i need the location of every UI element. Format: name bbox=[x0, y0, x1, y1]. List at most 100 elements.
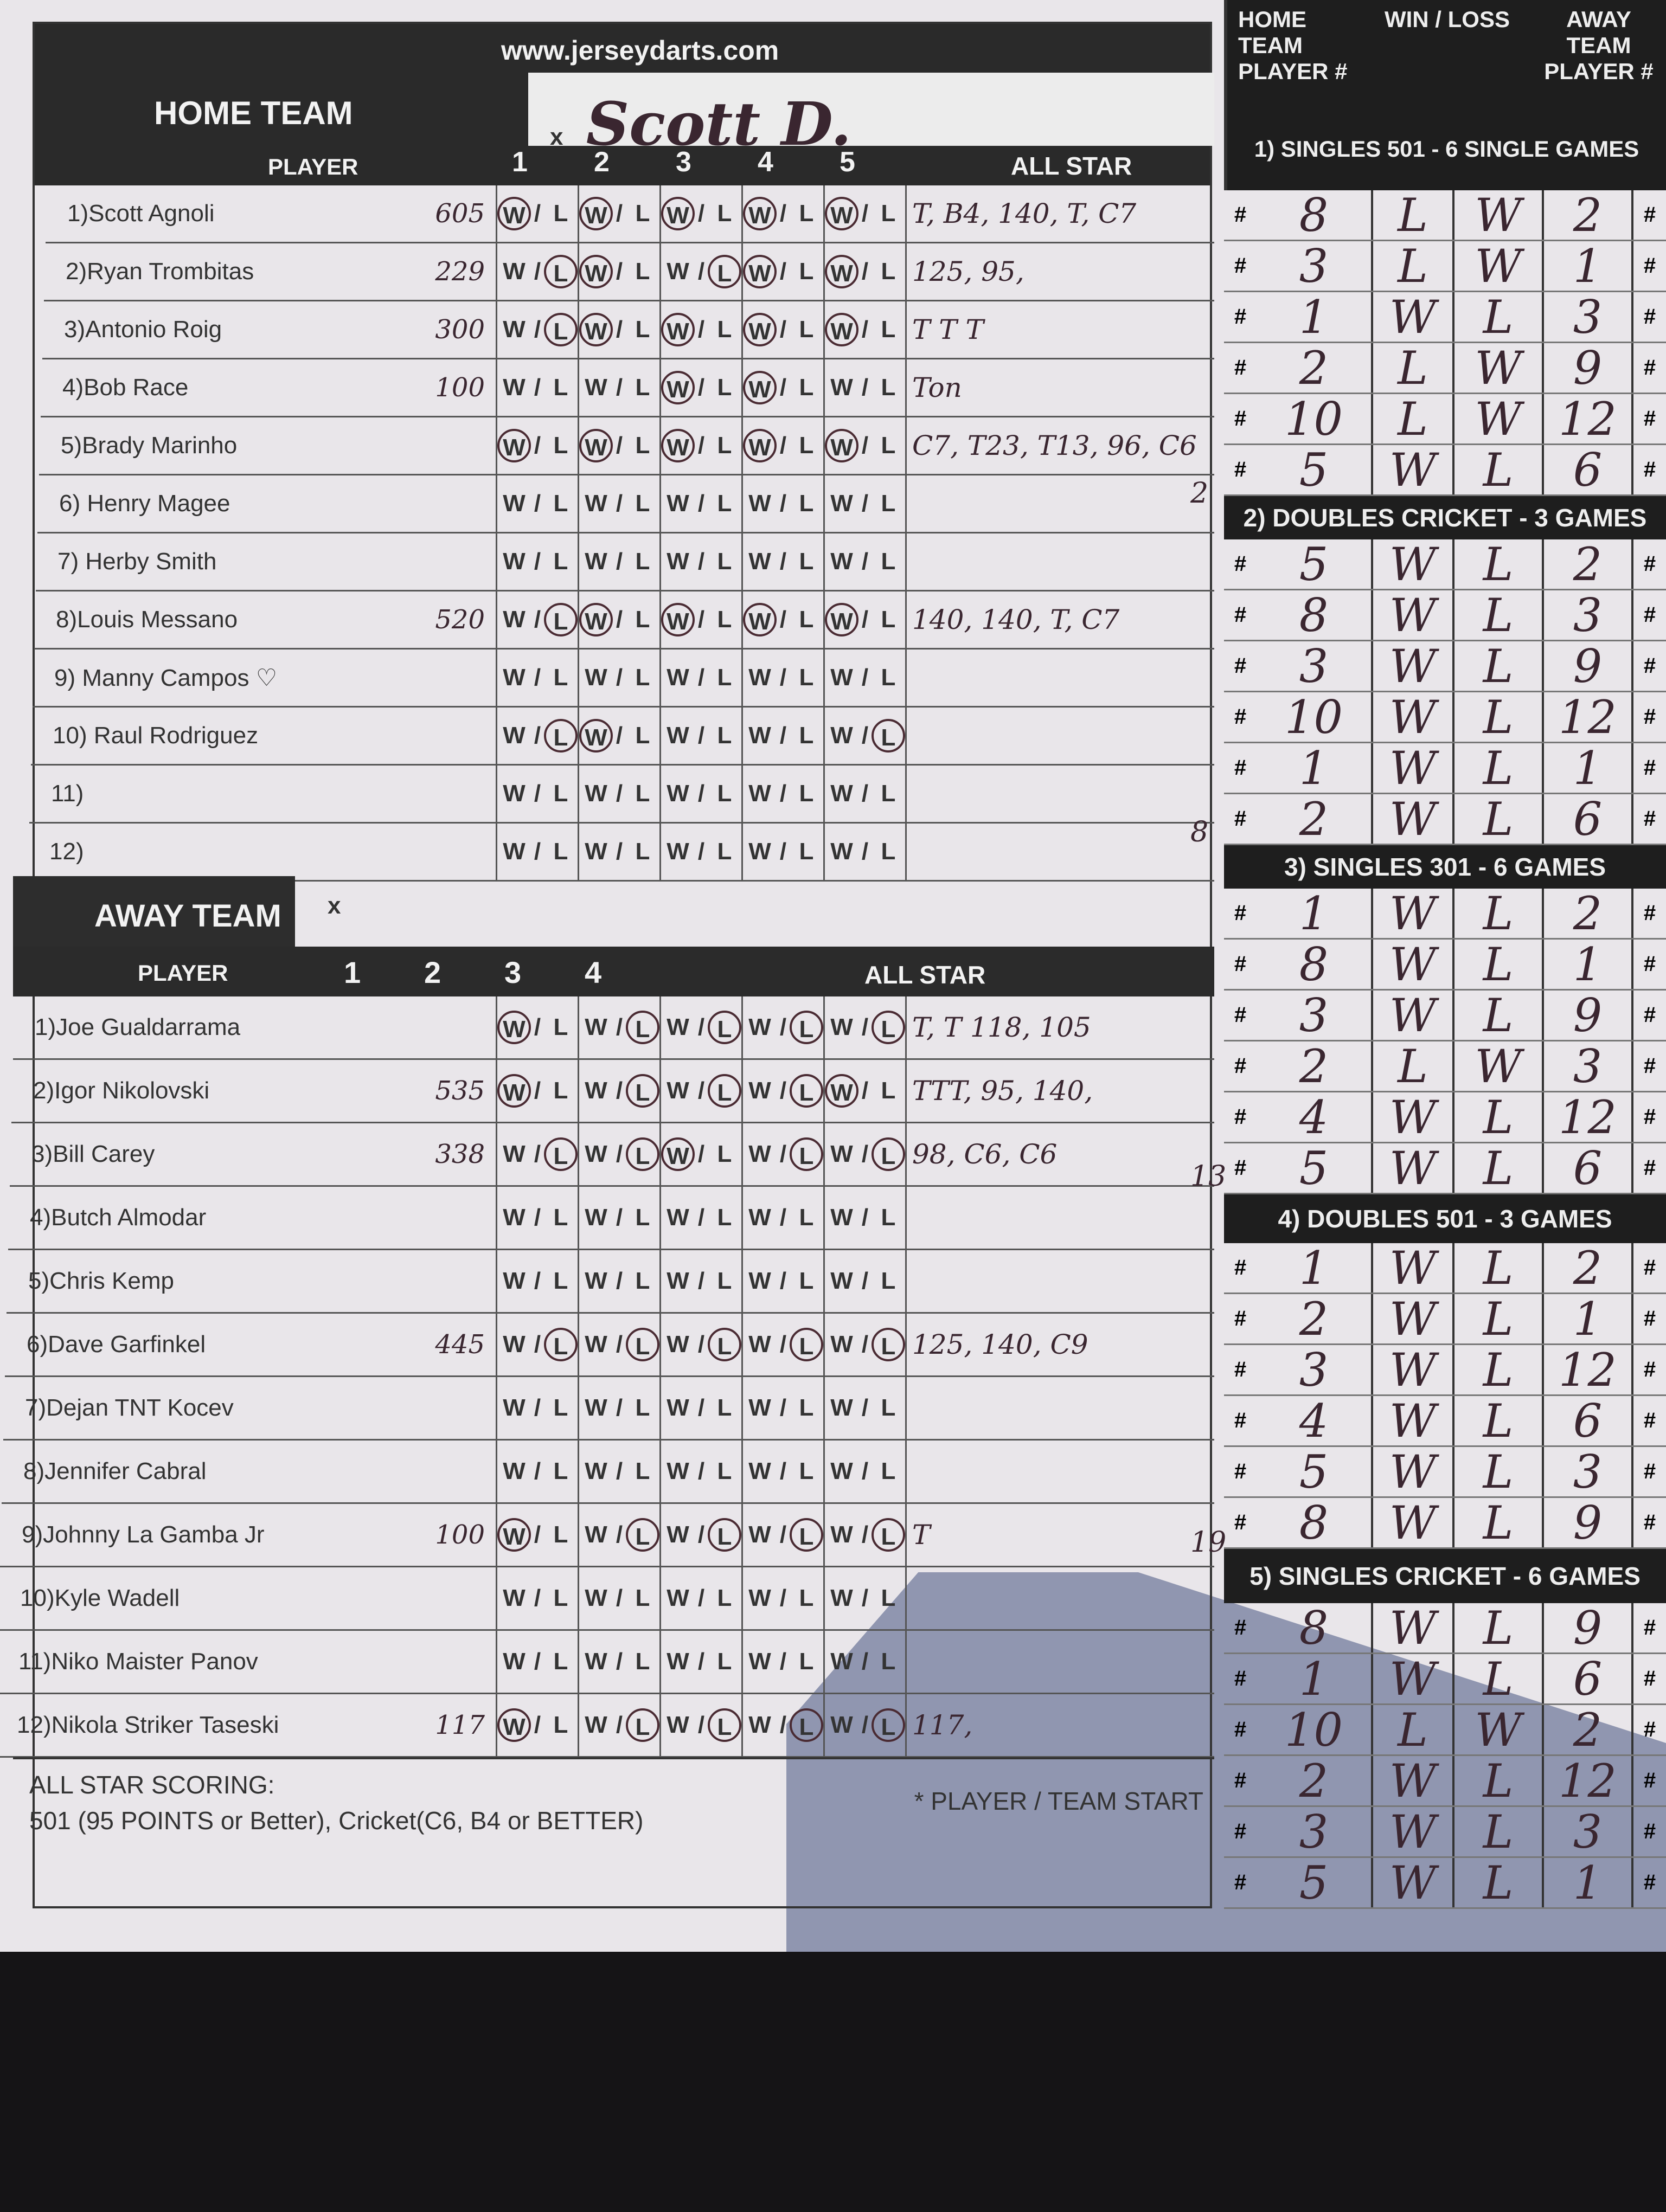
win-mark[interactable]: W bbox=[585, 1458, 607, 1484]
loss-mark[interactable]: L bbox=[717, 606, 732, 633]
game-result-cell[interactable]: W / L bbox=[823, 1441, 905, 1502]
away-player-number[interactable]: 6 bbox=[1544, 1652, 1633, 1706]
win-mark[interactable]: W bbox=[667, 490, 689, 517]
game-result-cell[interactable]: W / L bbox=[741, 417, 823, 474]
game-result-cell[interactable]: W / L bbox=[578, 243, 659, 300]
loss-mark[interactable]: L bbox=[717, 374, 732, 401]
loss-mark[interactable]: L bbox=[544, 255, 578, 288]
away-player-number[interactable]: 3 bbox=[1544, 291, 1633, 344]
win-mark[interactable]: W bbox=[830, 1204, 853, 1231]
home-result[interactable]: L bbox=[1373, 189, 1454, 242]
win-mark[interactable]: W bbox=[585, 1648, 607, 1675]
away-result[interactable]: L bbox=[1454, 1856, 1544, 1909]
loss-mark[interactable]: L bbox=[553, 664, 568, 691]
loss-mark[interactable]: L bbox=[799, 1585, 814, 1611]
away-player-number[interactable]: 2 bbox=[1544, 189, 1633, 242]
game-result-cell[interactable]: W / L bbox=[741, 708, 823, 764]
game-result-cell[interactable]: W / L bbox=[741, 533, 823, 590]
loss-mark[interactable]: L bbox=[790, 1518, 823, 1552]
away-result[interactable]: L bbox=[1454, 1343, 1544, 1397]
home-player-number[interactable]: 1 bbox=[1257, 291, 1373, 344]
loss-mark[interactable]: L bbox=[553, 1014, 568, 1040]
away-player-number[interactable]: 12 bbox=[1544, 1343, 1633, 1397]
loss-mark[interactable]: L bbox=[717, 1268, 732, 1294]
game-result-cell[interactable]: W / L bbox=[578, 1314, 659, 1375]
loss-mark[interactable]: L bbox=[635, 316, 650, 343]
game-result-cell[interactable]: W / L bbox=[496, 1314, 578, 1375]
game-result-cell[interactable]: W / L bbox=[823, 417, 905, 474]
game-result-cell[interactable]: W / L bbox=[496, 650, 578, 706]
game-result-cell[interactable]: W / L bbox=[659, 417, 741, 474]
loss-mark[interactable]: L bbox=[544, 313, 578, 346]
win-mark[interactable]: W bbox=[748, 780, 771, 807]
loss-mark[interactable]: L bbox=[717, 722, 732, 749]
game-result-cell[interactable]: W / L bbox=[496, 1250, 578, 1312]
away-player-number[interactable]: 12 bbox=[1544, 393, 1633, 446]
allstar-entry[interactable]: T T T bbox=[905, 301, 1214, 358]
loss-mark[interactable]: L bbox=[799, 838, 814, 865]
win-mark[interactable]: W bbox=[661, 603, 695, 636]
away-result[interactable]: L bbox=[1454, 1394, 1544, 1448]
game-result-cell[interactable]: W / L bbox=[578, 417, 659, 474]
game-result-cell[interactable]: W / L bbox=[496, 1504, 578, 1566]
loss-mark[interactable]: L bbox=[881, 1268, 896, 1294]
home-player-number[interactable]: 4 bbox=[1257, 1091, 1373, 1144]
loss-mark[interactable]: L bbox=[553, 1521, 568, 1548]
game-result-cell[interactable]: W / L bbox=[578, 475, 659, 532]
home-player-number[interactable]: 8 bbox=[1257, 938, 1373, 991]
win-mark[interactable]: W bbox=[503, 664, 526, 691]
win-mark[interactable]: W bbox=[830, 1648, 853, 1675]
game-result-cell[interactable]: W / L bbox=[823, 1377, 905, 1439]
game-result-cell[interactable]: W / L bbox=[496, 359, 578, 416]
allstar-entry[interactable]: 125, 140, C9 bbox=[905, 1314, 1214, 1375]
home-result[interactable]: W bbox=[1373, 443, 1454, 497]
allstar-entry[interactable]: 125, 95, bbox=[905, 243, 1214, 300]
away-result[interactable]: L bbox=[1454, 1805, 1544, 1859]
away-result[interactable]: L bbox=[1454, 1754, 1544, 1808]
away-result[interactable]: L bbox=[1454, 1142, 1544, 1195]
allstar-entry[interactable]: TTT, 95, 140, bbox=[905, 1060, 1214, 1122]
win-mark[interactable]: W bbox=[667, 1458, 689, 1484]
home-result[interactable]: L bbox=[1373, 393, 1454, 446]
win-mark[interactable]: W bbox=[667, 722, 689, 749]
loss-mark[interactable]: L bbox=[872, 1708, 905, 1742]
game-result-cell[interactable]: W / L bbox=[659, 475, 741, 532]
loss-mark[interactable]: L bbox=[881, 1204, 896, 1231]
win-mark[interactable]: W bbox=[503, 1331, 526, 1358]
allstar-entry[interactable]: Ton bbox=[905, 359, 1214, 416]
loss-mark[interactable]: L bbox=[881, 1585, 896, 1611]
home-result[interactable]: W bbox=[1373, 1293, 1454, 1346]
home-result[interactable]: W bbox=[1373, 291, 1454, 344]
away-player-number[interactable]: 9 bbox=[1544, 1602, 1633, 1655]
win-mark[interactable]: W bbox=[667, 1204, 689, 1231]
win-mark[interactable]: W bbox=[825, 1074, 858, 1108]
away-player-number[interactable]: 1 bbox=[1544, 938, 1633, 991]
home-player-number[interactable]: 8 bbox=[1257, 589, 1373, 642]
home-result[interactable]: W bbox=[1373, 793, 1454, 846]
loss-mark[interactable]: L bbox=[799, 1458, 814, 1484]
win-mark[interactable]: W bbox=[503, 490, 526, 517]
win-mark[interactable]: W bbox=[585, 1331, 607, 1358]
win-mark[interactable]: W bbox=[585, 548, 607, 575]
game-result-cell[interactable]: W / L bbox=[659, 185, 741, 242]
game-result-cell[interactable]: W / L bbox=[578, 766, 659, 822]
away-result[interactable]: L bbox=[1454, 291, 1544, 344]
loss-mark[interactable]: L bbox=[881, 606, 896, 633]
win-mark[interactable]: W bbox=[585, 664, 607, 691]
game-result-cell[interactable]: W / L bbox=[496, 475, 578, 532]
game-result-cell[interactable]: W / L bbox=[496, 533, 578, 590]
loss-mark[interactable]: L bbox=[799, 258, 814, 285]
away-player-number[interactable]: 9 bbox=[1544, 640, 1633, 693]
win-mark[interactable]: W bbox=[503, 1648, 526, 1675]
allstar-entry[interactable] bbox=[905, 1187, 1214, 1249]
home-result[interactable]: W bbox=[1373, 1142, 1454, 1195]
game-result-cell[interactable]: W / L bbox=[823, 591, 905, 648]
loss-mark[interactable]: L bbox=[799, 374, 814, 401]
loss-mark[interactable]: L bbox=[544, 603, 578, 636]
loss-mark[interactable]: L bbox=[553, 838, 568, 865]
away-player-number[interactable]: 1 bbox=[1544, 1856, 1633, 1909]
game-result-cell[interactable]: W / L bbox=[823, 1250, 905, 1312]
game-result-cell[interactable]: W / L bbox=[823, 243, 905, 300]
win-mark[interactable]: W bbox=[661, 1137, 695, 1171]
loss-mark[interactable]: L bbox=[881, 780, 896, 807]
